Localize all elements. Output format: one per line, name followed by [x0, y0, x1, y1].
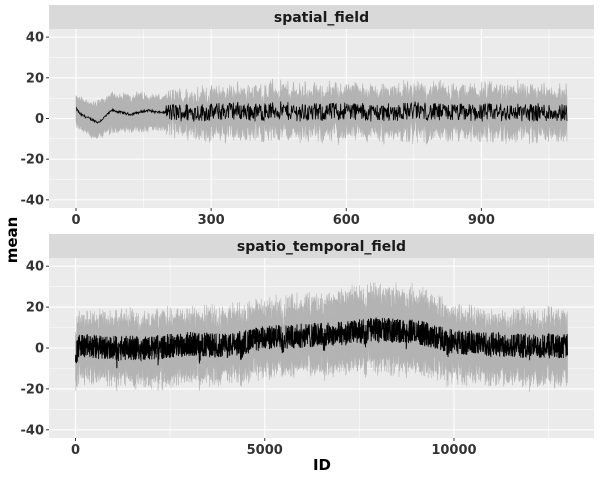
- y-tick-label: 0: [35, 112, 44, 127]
- y-tick-label: -20: [21, 382, 45, 397]
- panels-container: spatial_field -40 -20 0 20 40 0 300 600 900 spatio…: [21, 5, 594, 458]
- y-tick-label: 40: [26, 260, 44, 275]
- y-tick-label: -20: [21, 153, 45, 168]
- x-tick-label: 300: [198, 213, 225, 228]
- confidence-ribbon: [75, 78, 568, 145]
- x-tick-label: 0: [72, 213, 81, 228]
- plot-area: [75, 282, 568, 393]
- plot-area: [75, 78, 568, 145]
- y-axis-title: mean: [3, 217, 21, 264]
- y-tick-label: 20: [26, 301, 44, 316]
- y-tick-label: -40: [21, 193, 45, 208]
- y-tick-label: -40: [21, 423, 45, 438]
- mean-line: [75, 317, 568, 369]
- y-tick-label: 0: [35, 342, 44, 357]
- y-tick-label: 20: [26, 71, 44, 86]
- x-tick-label: 10000: [431, 443, 476, 458]
- strip-title: spatial_field: [274, 10, 369, 26]
- strip-background: [49, 5, 594, 29]
- x-tick-label: 900: [468, 213, 495, 228]
- strip-background: [49, 234, 594, 258]
- panel-spatio_temporal_field: spatio_temporal_field -40 -20 0 20 40 0 5000 100…: [21, 234, 594, 458]
- x-tick-label: 0: [71, 443, 80, 458]
- mean-line: [75, 101, 568, 125]
- x-tick-label: 600: [333, 213, 360, 228]
- panel-spatial_field: spatial_field -40 -20 0 20 40 0 300 600 900: [21, 5, 594, 228]
- y-tick-label: 40: [26, 31, 44, 46]
- strip-title: spatio_temporal_field: [237, 239, 406, 255]
- x-axis-title: ID: [313, 456, 331, 474]
- x-tick-label: 5000: [247, 443, 283, 458]
